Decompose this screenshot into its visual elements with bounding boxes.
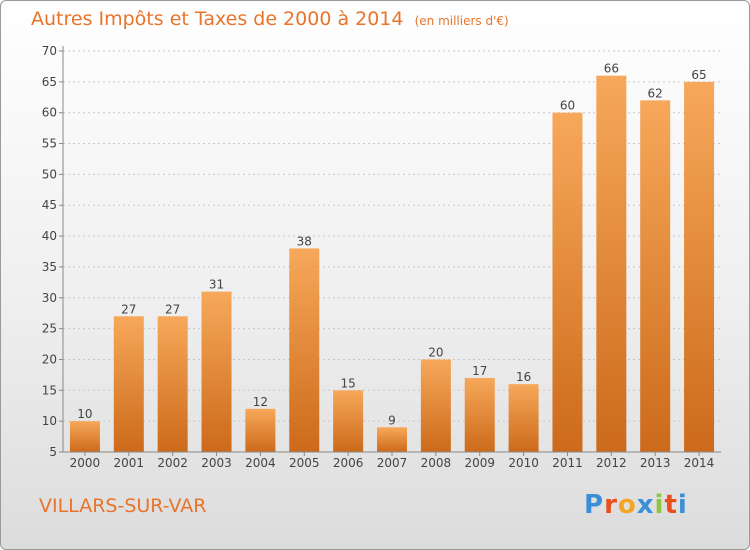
- y-tick-label: 20: [42, 352, 57, 366]
- data-labels: 10 27 27 31 12 38 15 9 20 17 16 60 66 62 65: [77, 62, 706, 428]
- x-tick-label: 2011: [552, 456, 583, 470]
- bar: [157, 316, 188, 452]
- data-label: 15: [340, 376, 355, 390]
- data-label: 27: [121, 302, 136, 316]
- data-label: 62: [648, 86, 663, 100]
- chart-title-unit: (en milliers d'€): [414, 14, 509, 28]
- y-tick-label: 5: [49, 445, 57, 459]
- data-label: 9: [388, 413, 396, 427]
- x-tick-label: 2013: [640, 456, 671, 470]
- logo-letter: x: [636, 490, 655, 520]
- y-tick-label: 40: [42, 229, 57, 243]
- x-tick-label: 2000: [70, 456, 101, 470]
- y-tick-label: 35: [42, 260, 57, 274]
- data-label: 16: [516, 370, 531, 384]
- bar: [684, 81, 715, 452]
- x-tick-label: 2003: [201, 456, 232, 470]
- x-tick-label: 2001: [114, 456, 145, 470]
- y-tick-label: 25: [42, 322, 57, 336]
- y-tick-label: 30: [42, 291, 57, 305]
- x-tick-label: 2010: [508, 456, 539, 470]
- logo-letter: i: [654, 490, 665, 520]
- bar: [552, 112, 583, 452]
- logo-letter: o: [617, 490, 637, 520]
- y-tick-label: 55: [42, 137, 57, 151]
- chart-title-main: Autres Impôts et Taxes de 2000 à 2014: [31, 8, 404, 30]
- logo-letter: i: [677, 490, 688, 520]
- logo-letter: t: [664, 490, 678, 520]
- y-tick-label: 65: [42, 75, 57, 89]
- bar: [377, 427, 407, 452]
- logo-letter: r: [604, 490, 618, 520]
- data-label: 38: [297, 234, 312, 248]
- data-label: 12: [253, 395, 268, 409]
- bar: [201, 291, 232, 452]
- chart-title: Autres Impôts et Taxes de 2000 à 2014 (e…: [31, 8, 509, 30]
- x-tick-label: 2012: [596, 456, 627, 470]
- data-label: 31: [209, 278, 224, 292]
- bars: [69, 75, 715, 452]
- bar: [508, 384, 539, 452]
- data-label: 60: [560, 99, 575, 113]
- y-tick-label: 10: [42, 414, 57, 428]
- data-label: 17: [472, 364, 487, 378]
- y-tick-label: 45: [42, 198, 57, 212]
- y-tick-label: 50: [42, 167, 57, 181]
- data-label: 27: [165, 302, 180, 316]
- data-label: 66: [604, 62, 619, 76]
- x-tick-label: 2008: [421, 456, 452, 470]
- y-tick-label: 60: [42, 106, 57, 120]
- x-tick-label: 2002: [157, 456, 188, 470]
- y-tick-label: 70: [42, 44, 57, 58]
- bar: [69, 421, 100, 452]
- x-tick-label: 2007: [377, 456, 408, 470]
- bar: [333, 390, 364, 452]
- data-label: 20: [428, 345, 443, 359]
- bar: [464, 377, 495, 452]
- x-tick-label: 2014: [684, 456, 715, 470]
- location-name: VILLARS-SUR-VAR: [39, 495, 207, 517]
- x-tick-label: 2005: [289, 456, 320, 470]
- data-label: 65: [691, 68, 706, 82]
- axes: 5 10 15 20 25 30 35 40 45 50 55 60 65 70 2000 2001 2002 2…: [42, 44, 721, 470]
- data-label: 10: [77, 407, 92, 421]
- x-tick-label: 2009: [464, 456, 495, 470]
- bar: [596, 75, 627, 452]
- bar: [640, 100, 671, 452]
- proxiti-logo: Proxiti: [584, 490, 688, 520]
- x-tick-label: 2004: [245, 456, 276, 470]
- y-tick-label: 15: [42, 383, 57, 397]
- bar: [289, 248, 320, 452]
- logo-letter: P: [584, 490, 605, 520]
- x-tick-label: 2006: [333, 456, 364, 470]
- bar: [113, 316, 144, 452]
- bar: [245, 408, 276, 452]
- bar: [420, 359, 451, 452]
